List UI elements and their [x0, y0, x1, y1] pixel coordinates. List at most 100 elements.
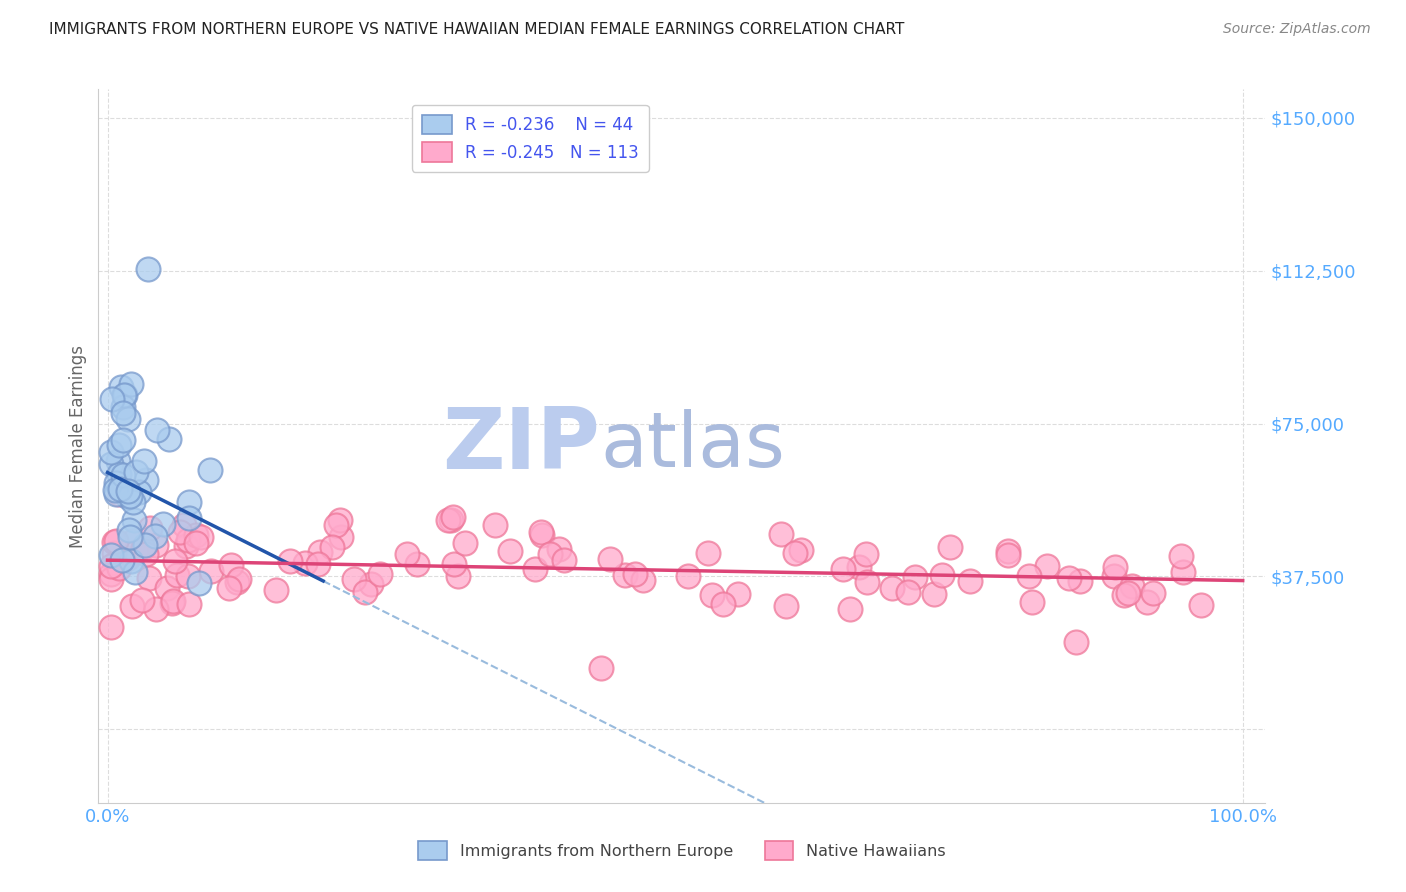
Point [453, 535, 475, 549]
Point [855, 547, 877, 561]
Point [100, 620, 122, 634]
Point [938, 541, 960, 555]
Point [143, 529, 166, 543]
Point [104, 483, 127, 497]
Point [325, 517, 347, 532]
Point [145, 601, 167, 615]
Point [107, 453, 129, 467]
Point [599, 552, 621, 566]
Point [177, 568, 200, 582]
Point [848, 560, 870, 574]
Point [100, 444, 122, 458]
Point [114, 388, 136, 402]
Point [135, 547, 157, 561]
Point [360, 577, 382, 591]
Point [959, 574, 981, 589]
Point [783, 546, 806, 560]
Point [1102, 568, 1125, 582]
Point [264, 583, 287, 598]
Point [405, 558, 427, 572]
Point [838, 602, 860, 616]
Point [228, 572, 250, 586]
Point [200, 565, 222, 579]
Point [329, 530, 352, 544]
Point [440, 514, 463, 528]
Point [354, 585, 377, 599]
Point [307, 558, 329, 572]
Point [120, 554, 142, 568]
Point [775, 599, 797, 614]
Point [121, 534, 143, 549]
Point [121, 599, 143, 614]
Point [112, 434, 135, 448]
Point [117, 484, 139, 499]
Point [104, 556, 127, 570]
Point [112, 406, 135, 420]
Point [179, 597, 201, 611]
Point [1171, 565, 1194, 579]
Point [548, 541, 571, 556]
Point [1112, 588, 1135, 602]
Point [1136, 595, 1159, 609]
Text: atlas: atlas [600, 409, 785, 483]
Point [931, 567, 953, 582]
Point [589, 661, 612, 675]
Point [174, 539, 197, 553]
Point [1104, 560, 1126, 574]
Point [138, 571, 160, 585]
Point [108, 561, 131, 575]
Point [169, 524, 191, 539]
Point [107, 438, 129, 452]
Point [108, 467, 131, 481]
Point [631, 573, 654, 587]
Point [219, 558, 242, 572]
Point [1142, 585, 1164, 599]
Point [855, 575, 877, 590]
Point [132, 541, 155, 555]
Point [166, 567, 188, 582]
Point [100, 567, 122, 582]
Point [173, 517, 195, 532]
Point [110, 380, 132, 394]
Point [162, 596, 184, 610]
Point [832, 562, 855, 576]
Point [132, 454, 155, 468]
Point [198, 463, 221, 477]
Point [184, 528, 207, 542]
Point [165, 554, 187, 568]
Point [100, 558, 122, 573]
Point [117, 490, 139, 504]
Point [112, 388, 135, 402]
Point [443, 557, 465, 571]
Point [278, 554, 301, 568]
Point [538, 547, 561, 561]
Point [103, 546, 125, 560]
Point [104, 534, 127, 549]
Point [105, 486, 128, 500]
Point [447, 568, 470, 582]
Point [396, 548, 419, 562]
Point [184, 535, 207, 549]
Point [110, 482, 132, 496]
Point [120, 530, 142, 544]
Point [997, 544, 1019, 558]
Point [484, 517, 506, 532]
Point [880, 581, 903, 595]
Point [1069, 574, 1091, 588]
Point [118, 489, 141, 503]
Text: IMMIGRANTS FROM NORTHERN EUROPE VS NATIVE HAWAIIAN MEDIAN FEMALE EARNINGS CORREL: IMMIGRANTS FROM NORTHERN EUROPE VS NATIV… [49, 22, 904, 37]
Point [1036, 559, 1059, 574]
Point [139, 521, 162, 535]
Point [711, 597, 734, 611]
Point [100, 457, 122, 471]
Point [176, 533, 198, 547]
Text: Source: ZipAtlas.com: Source: ZipAtlas.com [1223, 22, 1371, 37]
Point [152, 516, 174, 531]
Point [530, 528, 553, 542]
Point [117, 412, 139, 426]
Point [790, 542, 813, 557]
Point [1018, 569, 1040, 583]
Point [678, 569, 700, 583]
Point [437, 513, 460, 527]
Point [138, 261, 160, 276]
